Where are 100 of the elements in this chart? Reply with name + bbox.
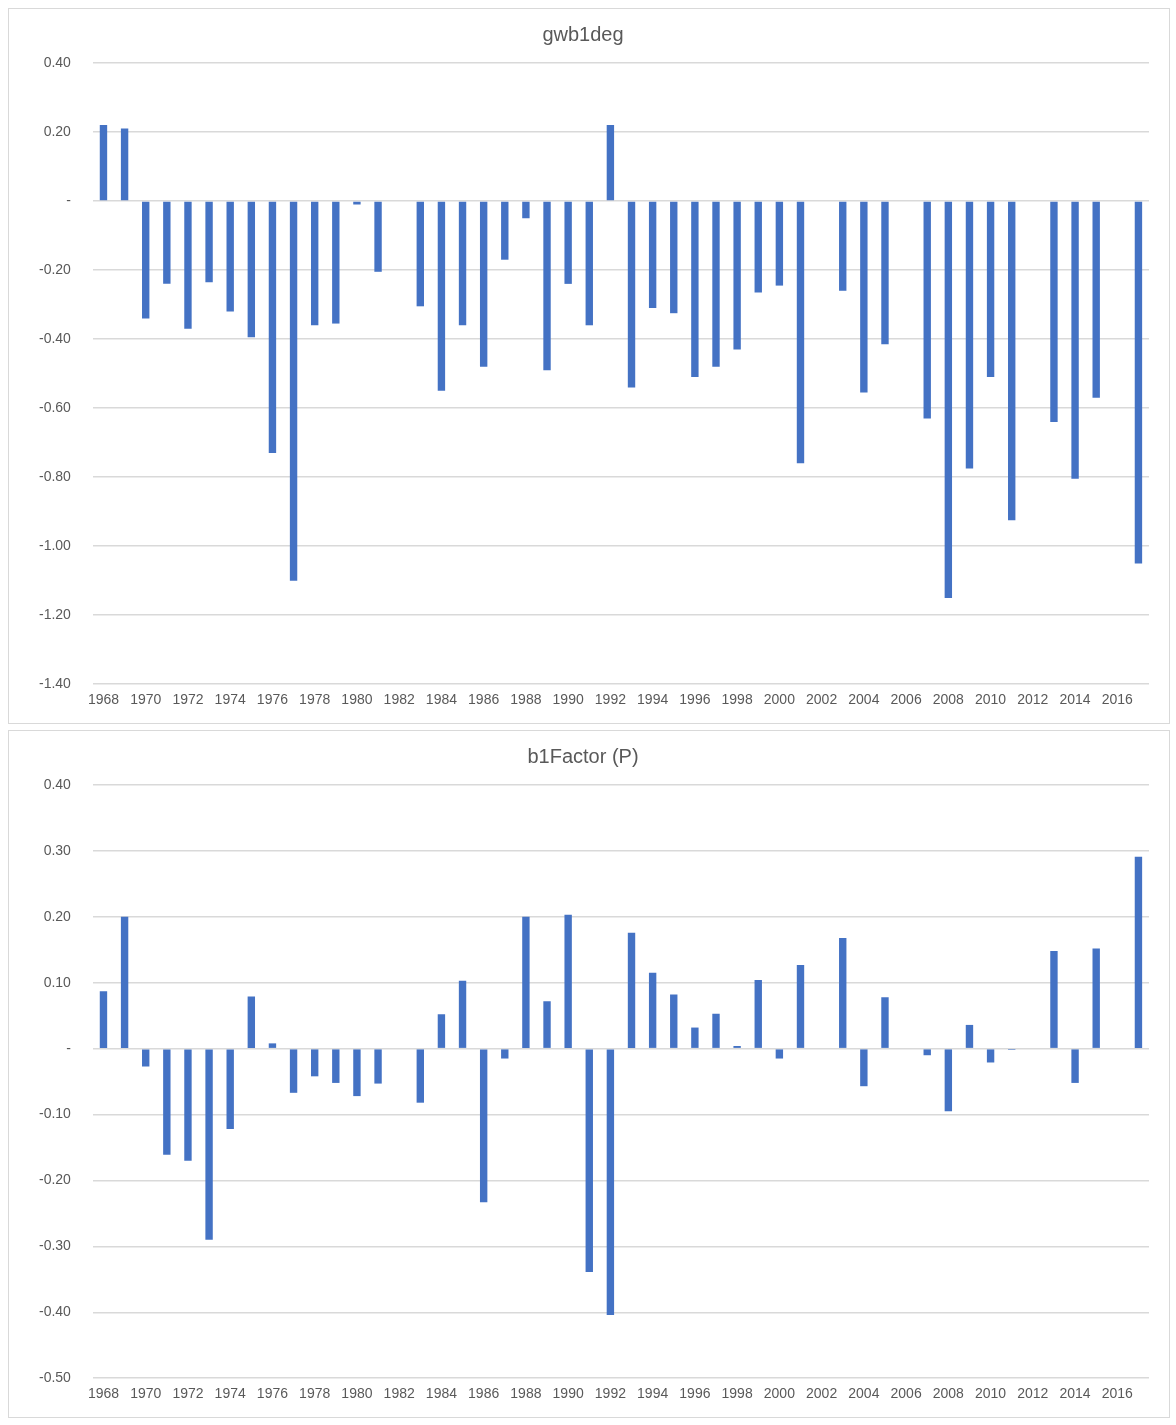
bar bbox=[543, 1001, 551, 1048]
bar bbox=[965, 201, 974, 469]
y-tick-label: -0.40 bbox=[38, 1303, 72, 1320]
bar bbox=[99, 125, 108, 201]
bar bbox=[1134, 856, 1143, 1048]
bar bbox=[839, 201, 847, 291]
bar bbox=[416, 1049, 424, 1103]
y-tick-label: - bbox=[66, 1039, 72, 1056]
bar bbox=[648, 972, 657, 1048]
bar bbox=[479, 1049, 488, 1203]
bar bbox=[353, 1049, 361, 1097]
bar bbox=[754, 201, 762, 293]
x-tick-label: 1992 bbox=[594, 691, 627, 708]
x-tick-label: 1968 bbox=[87, 1385, 120, 1402]
bar bbox=[944, 201, 953, 598]
x-tick-label: 2004 bbox=[848, 691, 880, 708]
x-tick-label: 2008 bbox=[932, 691, 965, 708]
bar bbox=[501, 201, 509, 260]
x-tick-label: 1994 bbox=[637, 1385, 669, 1402]
bar bbox=[458, 201, 467, 326]
bar bbox=[501, 1049, 509, 1059]
bar bbox=[585, 1049, 593, 1273]
x-tick-label: 1976 bbox=[256, 691, 289, 708]
x-tick-label: 2002 bbox=[806, 691, 838, 708]
x-tick-label: 1978 bbox=[299, 691, 331, 708]
chart-title: gwb1deg bbox=[542, 22, 624, 45]
y-tick-label: 0.10 bbox=[43, 973, 72, 990]
bar bbox=[332, 1049, 340, 1083]
bar bbox=[99, 991, 108, 1048]
y-tick-label: -0.10 bbox=[38, 1105, 72, 1122]
bar bbox=[268, 201, 277, 453]
bar bbox=[691, 201, 699, 378]
x-tick-label: 1998 bbox=[721, 691, 753, 708]
bar bbox=[923, 1049, 931, 1056]
bar bbox=[839, 937, 847, 1048]
bar bbox=[437, 201, 446, 391]
bar bbox=[860, 1049, 868, 1087]
bar bbox=[226, 1049, 234, 1130]
bar bbox=[881, 997, 889, 1048]
bar bbox=[627, 932, 636, 1048]
bar bbox=[289, 1049, 298, 1093]
bar bbox=[627, 201, 636, 388]
x-tick-label: 1968 bbox=[87, 691, 120, 708]
y-tick-label: 0.20 bbox=[43, 907, 72, 924]
bar bbox=[163, 201, 171, 284]
bar bbox=[712, 201, 720, 367]
bar bbox=[606, 1049, 615, 1315]
y-tick-label: 0.30 bbox=[43, 841, 72, 858]
x-tick-label: 2006 bbox=[890, 691, 922, 708]
x-tick-label: 1996 bbox=[679, 691, 711, 708]
bar bbox=[1050, 951, 1058, 1048]
x-tick-label: 2014 bbox=[1059, 691, 1091, 708]
bar bbox=[332, 201, 340, 324]
bar bbox=[184, 1049, 192, 1161]
x-tick-label: 2000 bbox=[763, 1385, 796, 1402]
bar bbox=[986, 1049, 995, 1063]
x-tick-label: 2012 bbox=[1017, 691, 1049, 708]
x-tick-label: 2012 bbox=[1017, 1385, 1049, 1402]
bar bbox=[796, 964, 805, 1048]
y-tick-label: 0.40 bbox=[43, 53, 72, 70]
bar bbox=[120, 128, 129, 201]
x-tick-label: 1982 bbox=[383, 691, 415, 708]
bar bbox=[142, 1049, 150, 1067]
bar bbox=[775, 1049, 784, 1059]
y-tick-label: - bbox=[66, 191, 72, 208]
bar bbox=[416, 201, 424, 307]
y-tick-label: -0.40 bbox=[38, 329, 72, 346]
x-tick-label: 1976 bbox=[256, 1385, 289, 1402]
bar bbox=[648, 201, 657, 309]
bar bbox=[184, 201, 192, 329]
bar bbox=[1050, 201, 1058, 422]
bar bbox=[543, 201, 551, 371]
x-tick-label: 1970 bbox=[130, 691, 162, 708]
x-tick-label: 2016 bbox=[1101, 691, 1134, 708]
x-tick-label: 2010 bbox=[975, 691, 1007, 708]
bar bbox=[1071, 1049, 1079, 1083]
bar bbox=[289, 201, 298, 581]
x-tick-label: 1970 bbox=[130, 1385, 162, 1402]
y-tick-label: -1.00 bbox=[38, 537, 72, 554]
bar bbox=[310, 201, 319, 326]
bar bbox=[268, 1043, 277, 1048]
y-tick-label: -0.80 bbox=[38, 467, 72, 484]
x-tick-label: 2002 bbox=[806, 1385, 838, 1402]
bar bbox=[775, 201, 784, 286]
x-tick-label: 1996 bbox=[679, 1385, 711, 1402]
x-tick-label: 1984 bbox=[425, 1385, 458, 1402]
bar bbox=[606, 125, 615, 201]
y-tick-label: -0.20 bbox=[38, 260, 72, 277]
bar bbox=[965, 1024, 974, 1048]
bar bbox=[944, 1049, 953, 1112]
bar bbox=[522, 916, 530, 1048]
x-tick-label: 2004 bbox=[848, 1385, 880, 1402]
bar bbox=[226, 201, 234, 312]
x-tick-label: 1978 bbox=[299, 1385, 331, 1402]
bar bbox=[564, 914, 572, 1048]
x-tick-label: 1974 bbox=[214, 1385, 246, 1402]
bar bbox=[163, 1049, 171, 1155]
x-tick-label: 1984 bbox=[425, 691, 458, 708]
x-tick-label: 2014 bbox=[1059, 1385, 1091, 1402]
chart-title: b1Factor (P) bbox=[527, 744, 639, 767]
